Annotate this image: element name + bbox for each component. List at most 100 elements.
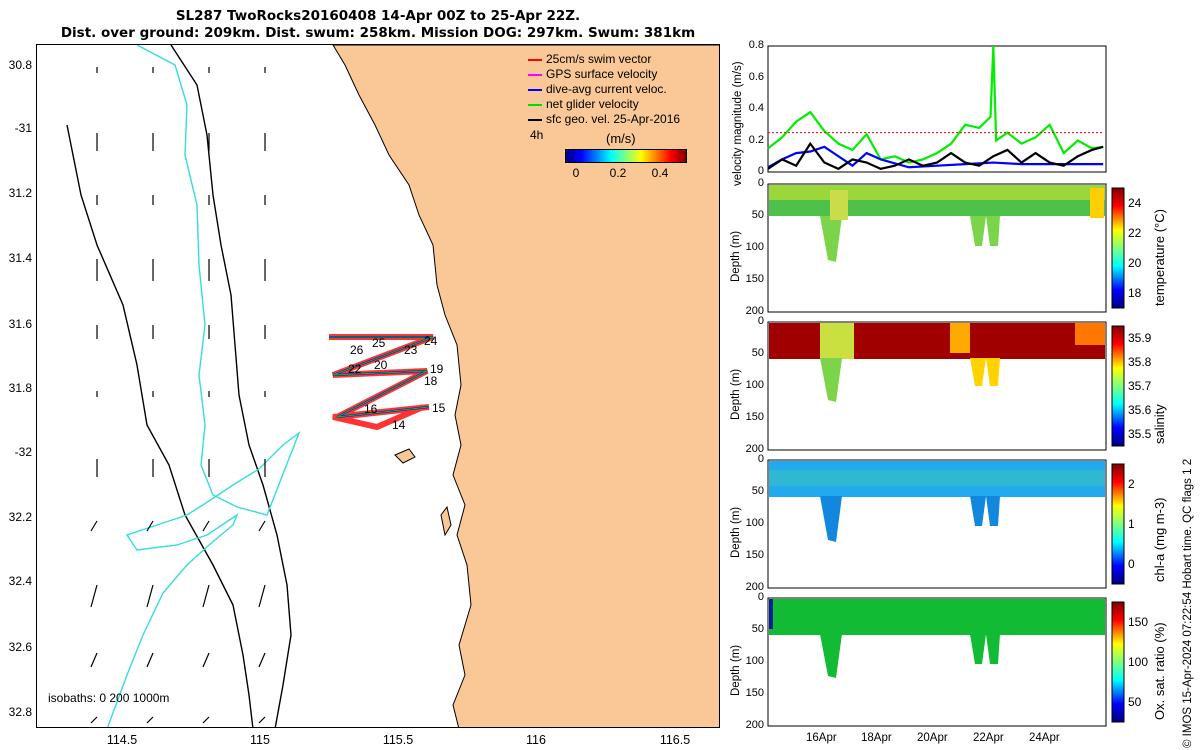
- legend-entry: net glider velocity: [528, 97, 680, 112]
- map-lat-tick: 32.4: [8, 574, 32, 588]
- isobaths-label: isobaths: 0 200 1000m: [48, 691, 170, 705]
- velocity-axes: [767, 45, 1107, 173]
- colorbar-label: chl-a (mg m-3): [1152, 497, 1167, 582]
- legend-symbol: [528, 88, 542, 91]
- depth-tick: 200: [745, 443, 764, 455]
- colorbar-tick: 2: [1128, 477, 1135, 491]
- track-day-label: 20: [374, 358, 388, 372]
- velocity-ytick: 0.8: [748, 39, 764, 51]
- colorbar-tick: 1: [1128, 517, 1135, 531]
- velocity-arrow: [202, 652, 210, 668]
- colorbar-tick: 35.8: [1128, 355, 1152, 369]
- colorbar-label: salinity: [1152, 404, 1167, 444]
- velocity-series-line: [767, 141, 1104, 171]
- velocity-arrow: [258, 584, 266, 608]
- temperature-colorbar: [1111, 187, 1125, 309]
- depth-tick: 200: [745, 581, 764, 593]
- isobath-200: [170, 45, 292, 727]
- legend-symbol: [528, 103, 542, 106]
- depth-ylabel: Depth (m): [730, 644, 742, 696]
- colorbar-tick: 35.9: [1128, 331, 1152, 345]
- legend-label: sfc geo. vel. 25-Apr-2016: [546, 112, 681, 126]
- track-day-label: 16: [364, 402, 378, 416]
- map-colorbar-title: (m/s): [606, 131, 636, 146]
- depth-tick: 0: [757, 315, 764, 327]
- velocity-arrow: [202, 520, 210, 532]
- depth-tick: 50: [751, 485, 764, 497]
- track-day-label: 25: [372, 336, 386, 350]
- depth-tick: 150: [745, 273, 764, 285]
- velocity-arrow: [202, 716, 210, 724]
- velocity-arrow: [146, 716, 154, 724]
- map-svg: [66, 45, 719, 727]
- island-2: [440, 505, 452, 537]
- velocity-arrow: [258, 652, 266, 668]
- depth-tick: 50: [751, 347, 764, 359]
- map-lat-tick: 31.4: [8, 251, 32, 265]
- velocity-arrow: [90, 584, 98, 608]
- depth-tick: 150: [745, 411, 764, 423]
- oxygen-colorbar: [1111, 601, 1125, 723]
- track-day-label: 18: [424, 374, 438, 388]
- velocity-ytick: 0.2: [748, 133, 764, 146]
- legend-symbol: [528, 73, 542, 76]
- velocity-arrow: [146, 520, 154, 532]
- velocity-series-line: [767, 45, 1104, 164]
- map-lat-tick: -32: [14, 445, 32, 459]
- time-xtick: 20Apr: [917, 732, 948, 744]
- colorbar-label: temperature (°C): [1152, 209, 1167, 306]
- velocity-arrow: [90, 652, 98, 668]
- colorbar-tick: 24: [1128, 196, 1142, 210]
- legend-symbol: [528, 118, 542, 121]
- colorbar-tick: 20: [1128, 256, 1142, 270]
- colorbar-tick: 22: [1128, 226, 1142, 240]
- depth-tick: 200: [745, 719, 764, 731]
- colorbar-tick: 0: [1128, 557, 1135, 571]
- map-lat-tick: 31.8: [8, 381, 32, 395]
- depth-tick: 100: [745, 379, 764, 391]
- colorbar-tick: 100: [1128, 655, 1149, 669]
- depth-tick: 0: [757, 591, 764, 603]
- credit-text: © IMOS 15-Apr-2024 07:22:54 Hobart time.…: [1182, 458, 1194, 748]
- temperature-section: [769, 185, 1105, 262]
- colorbar-tick: 150: [1128, 615, 1149, 629]
- track-day-label: 19: [430, 362, 444, 376]
- map-lon-tick: 114.5: [106, 733, 138, 747]
- depth-ylabel: Depth (m): [730, 506, 742, 558]
- map-lat-tick: 30.8: [8, 58, 32, 72]
- time-xtick: 22Apr: [973, 732, 1004, 744]
- depth-tick: 150: [745, 549, 764, 561]
- isobath-cyan: [106, 45, 301, 727]
- velocity-arrow: [258, 520, 266, 532]
- velocity-arrow: [258, 716, 266, 724]
- track-day-label: 14: [392, 418, 406, 432]
- map-colorbar-tick: 0.2: [609, 166, 627, 180]
- colorbar-label: Ox. sat. ratio (%): [1152, 622, 1167, 720]
- velocity-arrow: [146, 652, 154, 668]
- depth-tick: 100: [745, 241, 764, 253]
- depth-tick: 150: [745, 687, 764, 699]
- velocity-arrows: [90, 67, 266, 724]
- track-day-label: 24: [424, 334, 438, 348]
- depth-tick: 50: [751, 623, 764, 635]
- map-lat-tick: -31: [14, 121, 32, 135]
- velocity-ytick: 0.4: [748, 102, 764, 114]
- colorbar-tick: 35.5: [1128, 427, 1152, 441]
- map-lon-tick: 116.5: [659, 733, 691, 747]
- legend-entry: dive-avg current veloc.: [528, 82, 680, 97]
- velocity-lines: [767, 45, 1104, 171]
- track-day-label: 26: [350, 343, 364, 357]
- depth-tick: 100: [745, 655, 764, 667]
- legend-note: 4h: [530, 128, 544, 142]
- velocity-ytick: 0: [757, 165, 764, 177]
- track-day-label: 23: [404, 343, 418, 357]
- oxygen-section: [769, 599, 1105, 678]
- title-line-1: SL287 TwoRocks20160408 14-Apr 00Z to 25-…: [175, 8, 581, 24]
- time-xtick: 24Apr: [1029, 732, 1060, 744]
- depth-tick: 50: [751, 209, 764, 221]
- track-day-label: 15: [432, 401, 446, 415]
- velocity-arrow: [90, 520, 98, 532]
- legend-entry: sfc geo. vel. 25-Apr-2016: [528, 112, 680, 127]
- chla-section: [769, 461, 1105, 542]
